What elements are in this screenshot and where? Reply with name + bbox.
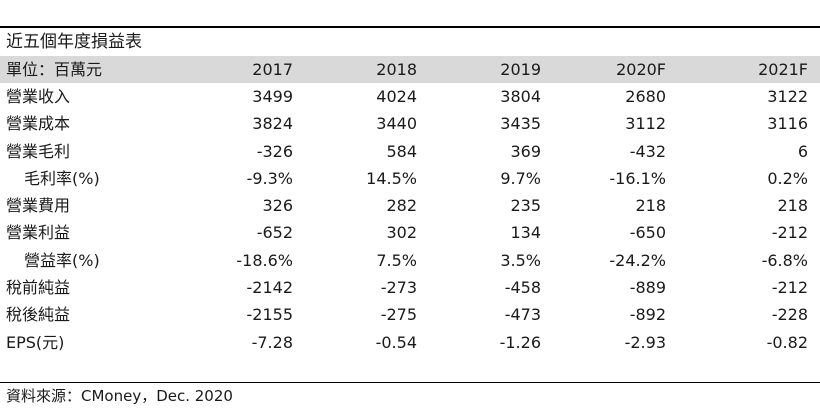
year-header: 2018 [293,56,417,83]
table-cell: -7.28 [251,332,293,352]
table-cell: -212 [771,223,808,243]
table-cell: -18.6% [236,250,293,270]
table-cell: 3824 [252,114,293,134]
table-cell: -1.26 [499,332,541,352]
table-cell: 3440 [376,114,417,134]
table-cell: -326 [256,141,293,161]
table-cell: 218 [777,196,808,216]
row-label: 營業收入 [6,87,71,106]
table-cell: -2142 [246,278,294,298]
table-row: 營業收入 3499 4024 3804 2680 3122 [0,83,820,110]
table-cell: 0.2% [767,168,808,188]
table-cell: 584 [386,141,417,161]
top-rule [0,26,820,28]
table-cell: -228 [771,305,808,325]
table-cell: -9.3% [246,168,293,188]
table-cell: -652 [256,223,293,243]
table-cell: -650 [629,223,666,243]
income-statement-table: 單位：百萬元 2017 2018 2019 2020F 2021F 營業收入 3… [0,56,820,356]
row-label: 毛利率(%) [24,168,100,188]
year-header: 2019 [417,56,541,83]
bottom-rule [0,382,820,383]
table-cell: 369 [510,141,541,161]
table-cell: 218 [635,196,666,216]
table-cell: 3116 [767,114,808,134]
table-row: 稅後純益 -2155 -275 -473 -892 -228 [0,301,820,328]
table-cell: 326 [262,196,293,216]
table-cell: 7.5% [376,250,417,270]
table-cell: 3112 [625,114,666,134]
table-row: 毛利率(%) -9.3% 14.5% 9.7% -16.1% 0.2% [0,165,820,192]
table-row: EPS(元) -7.28 -0.54 -1.26 -2.93 -0.82 [0,329,820,356]
table-cell: -892 [629,305,666,325]
table-cell: -473 [504,305,541,325]
table-cell: -2.93 [624,332,666,352]
row-label: EPS(元) [6,332,65,352]
table-cell: 3499 [252,87,293,106]
year-header: 2021F [666,56,820,83]
table-cell: 235 [510,196,541,216]
table-cell: -458 [504,278,541,298]
table-cell: 2680 [625,87,666,106]
table-cell: 3.5% [500,250,541,270]
table-cell: 134 [510,223,541,243]
table-cell: -275 [380,305,417,325]
table-cell: 3122 [767,87,808,106]
year-header: 2020F [541,56,666,83]
table-cell: -24.2% [609,250,666,270]
table-row: 營益率(%) -18.6% 7.5% 3.5% -24.2% -6.8% [0,247,820,274]
table-cell: 3435 [500,114,541,134]
table-cell: 3804 [500,87,541,106]
header-row: 單位：百萬元 2017 2018 2019 2020F 2021F [0,56,820,83]
table-cell: -212 [771,278,808,298]
table-row: 營業費用 326 282 235 218 218 [0,192,820,219]
table-cell: -6.8% [761,250,808,270]
table-cell: -0.54 [375,332,417,352]
row-label: 稅後純益 [6,305,71,325]
table-cell: 14.5% [366,168,417,188]
table-row: 營業成本 3824 3440 3435 3112 3116 [0,110,820,137]
table-cell: 302 [386,223,417,243]
table-row: 營業毛利 -326 584 369 -432 6 [0,138,820,165]
year-header: 2017 [140,56,293,83]
table-cell: -889 [629,278,666,298]
table-title: 近五個年度損益表 [6,32,142,52]
table-cell: -16.1% [609,168,666,188]
table-cell: -273 [380,278,417,298]
table-cell: 4024 [376,87,417,106]
unit-label: 單位：百萬元 [0,56,140,83]
table-cell: 6 [797,141,808,161]
source-note: 資料來源：CMoney，Dec. 2020 [6,387,233,405]
row-label: 營業費用 [6,196,71,216]
table-cell: 9.7% [500,168,541,188]
row-label: 營業毛利 [6,141,71,161]
table-row: 稅前純益 -2142 -273 -458 -889 -212 [0,274,820,301]
table-row: 營業利益 -652 302 134 -650 -212 [0,219,820,246]
row-label: 營業利益 [6,223,71,243]
table-cell: 282 [386,196,417,216]
table-cell: -0.82 [766,332,808,352]
row-label: 稅前純益 [6,278,71,298]
table-cell: -2155 [246,305,294,325]
row-label: 營益率(%) [24,250,100,270]
table-cell: -432 [629,141,666,161]
row-label: 營業成本 [6,114,71,134]
